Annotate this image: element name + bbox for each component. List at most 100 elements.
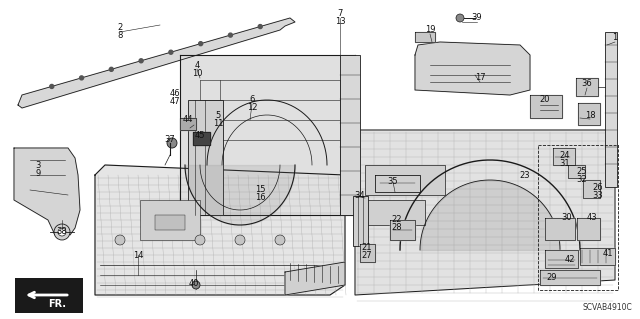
Polygon shape (545, 218, 575, 240)
Text: 45: 45 (195, 130, 205, 139)
Polygon shape (553, 148, 575, 165)
Polygon shape (545, 250, 578, 268)
Circle shape (139, 59, 143, 63)
Polygon shape (285, 262, 345, 295)
Text: 1: 1 (612, 33, 618, 42)
Polygon shape (193, 132, 210, 145)
Polygon shape (583, 180, 600, 198)
Bar (538, 145, 618, 290)
Text: 32: 32 (577, 175, 588, 184)
Polygon shape (18, 18, 295, 108)
Circle shape (456, 14, 464, 22)
Polygon shape (95, 165, 345, 295)
Text: 8: 8 (117, 32, 123, 41)
Text: 41: 41 (603, 249, 613, 257)
Bar (180, 55, 355, 215)
Text: 2: 2 (117, 24, 123, 33)
Polygon shape (415, 32, 435, 42)
Polygon shape (375, 175, 420, 192)
Text: 7: 7 (337, 10, 342, 19)
Text: 13: 13 (335, 18, 346, 26)
Polygon shape (578, 103, 600, 125)
Bar (140, 200, 200, 240)
Circle shape (54, 224, 70, 240)
Text: 27: 27 (362, 251, 372, 261)
Polygon shape (540, 270, 600, 285)
Text: 10: 10 (192, 69, 202, 78)
Text: 20: 20 (540, 95, 550, 105)
Bar (605, 32, 617, 187)
Polygon shape (576, 78, 598, 96)
Circle shape (167, 138, 177, 148)
Bar (15, 278, 83, 313)
Text: FR.: FR. (48, 299, 66, 309)
Text: 39: 39 (472, 13, 483, 23)
Circle shape (228, 33, 232, 37)
Text: 11: 11 (212, 118, 223, 128)
Circle shape (235, 235, 245, 245)
Circle shape (195, 235, 205, 245)
Text: 31: 31 (560, 159, 570, 167)
Text: 23: 23 (520, 170, 531, 180)
Polygon shape (360, 244, 375, 262)
Text: 26: 26 (593, 183, 604, 192)
Text: 36: 36 (582, 79, 593, 88)
Polygon shape (180, 118, 196, 130)
Circle shape (115, 235, 125, 245)
Text: 15: 15 (255, 186, 265, 195)
Text: 38: 38 (56, 227, 67, 236)
Text: 30: 30 (562, 213, 572, 222)
Bar (365, 200, 425, 225)
Polygon shape (415, 42, 530, 95)
Circle shape (169, 50, 173, 54)
Polygon shape (580, 248, 615, 265)
Text: 12: 12 (247, 103, 257, 113)
Polygon shape (568, 165, 585, 178)
Text: 19: 19 (425, 26, 435, 34)
Text: SCVAB4910C: SCVAB4910C (582, 303, 632, 312)
Text: 28: 28 (392, 224, 403, 233)
Bar (188, 100, 223, 215)
Text: 43: 43 (587, 213, 597, 222)
Text: 21: 21 (362, 243, 372, 253)
Circle shape (192, 281, 200, 289)
Circle shape (50, 85, 54, 88)
Bar (353, 196, 368, 246)
Text: 16: 16 (255, 194, 266, 203)
Text: 37: 37 (164, 136, 175, 145)
Circle shape (79, 76, 84, 80)
Text: 34: 34 (355, 191, 365, 201)
Text: 24: 24 (560, 151, 570, 160)
Bar (365, 165, 445, 195)
Text: 5: 5 (216, 110, 221, 120)
Text: 44: 44 (183, 115, 193, 124)
Text: 4: 4 (195, 61, 200, 70)
Circle shape (109, 67, 113, 71)
Text: 3: 3 (35, 160, 41, 169)
Circle shape (198, 42, 203, 46)
Circle shape (258, 25, 262, 29)
Text: 17: 17 (475, 73, 485, 83)
Polygon shape (530, 95, 562, 118)
Text: 14: 14 (132, 250, 143, 259)
Text: 33: 33 (593, 191, 604, 201)
Text: 47: 47 (170, 97, 180, 106)
Polygon shape (14, 148, 80, 235)
Polygon shape (390, 220, 415, 240)
Text: 25: 25 (577, 167, 588, 176)
Text: 42: 42 (564, 256, 575, 264)
Text: 22: 22 (392, 216, 403, 225)
Polygon shape (355, 130, 615, 295)
Circle shape (275, 235, 285, 245)
Bar (155, 215, 185, 230)
Text: 40: 40 (189, 278, 199, 287)
Bar (340, 55, 360, 215)
Text: 18: 18 (585, 110, 595, 120)
Polygon shape (577, 218, 600, 240)
Text: 29: 29 (547, 273, 557, 283)
Text: 35: 35 (388, 177, 398, 187)
Text: 6: 6 (250, 95, 255, 105)
Circle shape (58, 228, 66, 236)
Text: 9: 9 (35, 168, 40, 177)
Text: 46: 46 (170, 88, 180, 98)
